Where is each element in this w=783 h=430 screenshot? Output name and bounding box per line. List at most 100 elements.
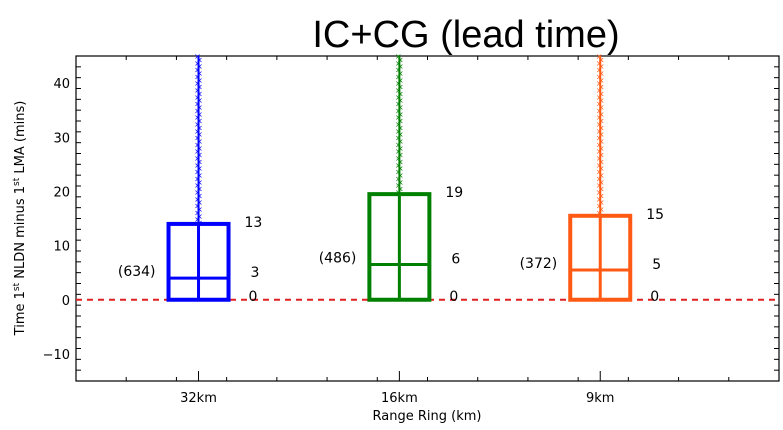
outlier-marker: × [598, 157, 605, 166]
outlier-marker: × [395, 106, 402, 115]
outlier-marker: × [598, 89, 605, 98]
outlier-marker: × [194, 202, 201, 211]
outlier-marker: × [194, 120, 201, 129]
outlier-marker: × [196, 76, 203, 85]
outlier-marker: × [596, 202, 603, 211]
outlier-marker: × [395, 86, 402, 95]
outlier-marker: × [395, 120, 402, 129]
outlier-marker: × [596, 59, 603, 68]
outlier-marker: × [598, 151, 605, 160]
y-tick-label: 30 [53, 131, 70, 146]
y-label-part: Time 1 [13, 291, 28, 336]
chart-title: IC+CG (lead time) [312, 14, 619, 56]
outlier-marker: × [196, 171, 203, 180]
x-tick-label: 16km [381, 391, 418, 406]
y-label-part: NLDN minus 1 [13, 186, 28, 283]
x-axis: 32km 16km 9km [125, 56, 780, 406]
outlier-marker: × [194, 52, 201, 61]
outlier-marker: × [598, 123, 605, 132]
outlier-marker: × [596, 66, 603, 75]
outlier-marker: × [194, 127, 201, 136]
outlier-marker: × [397, 103, 404, 112]
x-tick-label: 9km [586, 391, 614, 406]
outlier-marker: × [196, 212, 203, 221]
x-axis-label: Range Ring (km) [373, 409, 482, 424]
outlier-marker: × [598, 164, 605, 173]
y-label-superscript: st [12, 282, 22, 291]
outlier-marker: × [596, 79, 603, 88]
q1-label: 0 [249, 289, 258, 305]
outlier-marker: × [598, 55, 605, 64]
y-axis-label: Time 1st NLDN minus 1st LMA (mins) [12, 101, 28, 337]
outlier-marker: × [196, 130, 203, 139]
outlier-marker: × [598, 198, 605, 207]
outlier-marker: × [194, 72, 201, 81]
outlier-marker: × [596, 174, 603, 183]
y-tick-label: 0 [62, 294, 70, 309]
outlier-marker: × [196, 157, 203, 166]
outlier-marker: × [596, 93, 603, 102]
outlier-marker: × [395, 72, 402, 81]
outlier-marker: × [596, 188, 603, 197]
outlier-marker: × [395, 140, 402, 149]
count-label: (486) [319, 251, 357, 267]
outlier-marker: × [196, 62, 203, 71]
outlier-marker: × [194, 168, 201, 177]
outlier-marker: × [397, 55, 404, 64]
outlier-marker: × [194, 140, 201, 149]
outlier-marker: × [196, 164, 203, 173]
outlier-marker: × [596, 168, 603, 177]
outlier-marker: × [194, 113, 201, 122]
q1-label: 0 [449, 289, 458, 305]
outlier-marker: × [596, 195, 603, 204]
outlier-marker: × [598, 110, 605, 119]
outlier-marker: × [196, 55, 203, 64]
outlier-marker: × [397, 89, 404, 98]
box-9km: ××××××××××××××××××××××××××××××××××××××××… [520, 52, 664, 305]
outlier-marker: × [598, 144, 605, 153]
outlier-marker: × [196, 123, 203, 132]
outlier-marker: × [395, 93, 402, 102]
box-series: ××××××××××××××××××××××××××××××××××××××××… [118, 52, 664, 305]
outlier-marker: × [598, 83, 605, 92]
outlier-marker: × [596, 127, 603, 136]
outlier-marker: × [397, 69, 404, 78]
median-label: 5 [652, 257, 661, 273]
outlier-marker: × [196, 103, 203, 112]
outlier-marker: × [194, 215, 201, 224]
outlier-marker: × [196, 185, 203, 194]
outlier-marker: × [596, 113, 603, 122]
median-label: 3 [251, 265, 260, 281]
outlier-marker: × [194, 181, 201, 190]
outlier-marker: × [397, 164, 404, 173]
outlier-marker: × [397, 130, 404, 139]
outlier-marker: × [397, 185, 404, 194]
outlier-marker: × [194, 66, 201, 75]
outlier-marker: × [596, 72, 603, 81]
outlier-marker: × [395, 134, 402, 143]
outlier-marker: × [196, 117, 203, 126]
outlier-marker: × [397, 96, 404, 105]
outlier-marker: × [395, 59, 402, 68]
outlier-marker: × [194, 161, 201, 170]
q3-label: 15 [646, 207, 664, 223]
outlier-marker: × [194, 147, 201, 156]
outlier-marker: × [596, 140, 603, 149]
outlier-marker: × [395, 154, 402, 163]
outlier-marker: × [196, 96, 203, 105]
outlier-marker: × [596, 147, 603, 156]
count-label: (372) [520, 256, 558, 272]
outlier-marker: × [397, 151, 404, 160]
outlier-marker: × [194, 86, 201, 95]
outlier-marker: × [397, 178, 404, 187]
outlier-marker: × [194, 134, 201, 143]
outlier-marker: × [395, 147, 402, 156]
outlier-marker: × [598, 117, 605, 126]
outlier-marker: × [596, 181, 603, 190]
outlier-marker: × [395, 181, 402, 190]
outlier-marker: × [596, 208, 603, 217]
outlier-marker: × [395, 113, 402, 122]
outlier-marker: × [196, 89, 203, 98]
